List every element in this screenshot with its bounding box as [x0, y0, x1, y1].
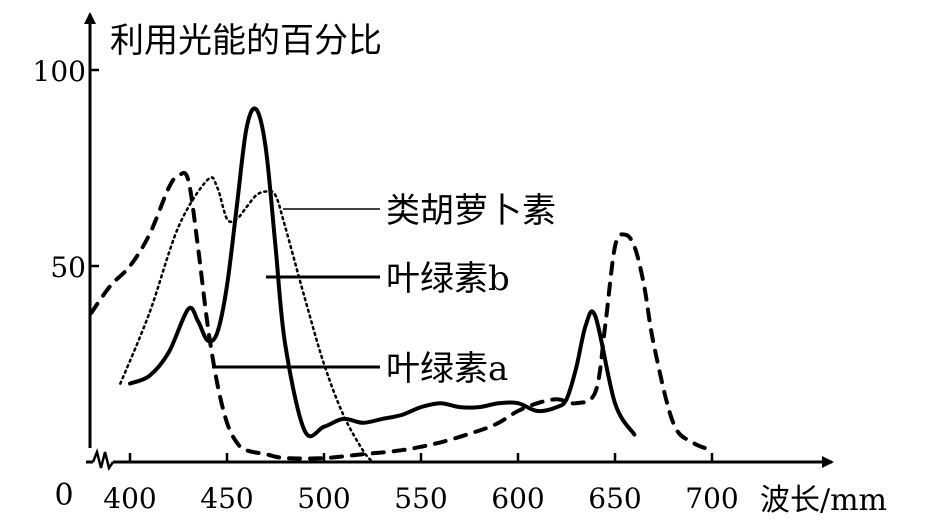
series-label: 类胡萝卜素 — [386, 191, 556, 231]
series-line-1 — [119, 176, 374, 464]
y-tick-label: 50 — [50, 251, 86, 284]
x-tick-label: 450 — [200, 482, 253, 515]
y-axis-title: 利用光能的百分比 — [110, 21, 382, 61]
plot-area — [89, 106, 714, 464]
x-axis-title: 波长/mm — [760, 483, 887, 518]
series-label: 叶绿素a — [386, 349, 508, 389]
x-tick-label: 400 — [103, 482, 156, 515]
x-tick-label: 650 — [588, 482, 641, 515]
x-axis-break — [91, 447, 115, 472]
series-line-2 — [128, 106, 637, 439]
y-tick-label: 100 — [33, 55, 86, 88]
x-tick-label: 600 — [491, 482, 544, 515]
x-tick-label: 700 — [685, 482, 738, 515]
labels: 50 100 400 450 500 550 600 650 700 0 利用光能的百分比波长/mm… — [33, 21, 887, 518]
series-label: 叶绿素b — [386, 259, 510, 299]
axes — [84, 12, 834, 472]
series-line-3 — [89, 170, 714, 461]
x-tick-label: 500 — [297, 482, 350, 515]
origin-label: 0 — [54, 478, 73, 513]
x-tick-label: 550 — [394, 482, 447, 515]
